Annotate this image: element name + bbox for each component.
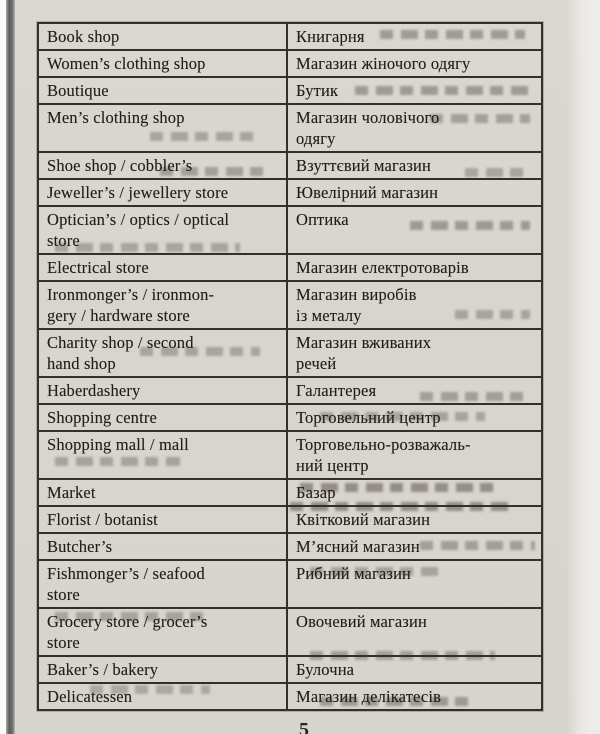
- table-row: Baker’s / bakery Булочна: [39, 657, 541, 684]
- ukrainian-term-cell: Булочна: [296, 660, 355, 679]
- table-row: Jeweller’s / jewellery store Ювелірний м…: [39, 180, 541, 207]
- table-row: Haberdashery Галантерея: [39, 378, 541, 405]
- english-term-cell: Men’s clothing shop: [39, 105, 288, 151]
- ukrainian-term-cell: Овочевий магазин: [296, 612, 427, 631]
- table-row: Fishmonger’s / seafood store Рибний мага…: [39, 561, 541, 609]
- ukrainian-term-cell: Галантерея: [296, 381, 377, 400]
- table-row: Florist / botanist Квітковий магазин: [39, 507, 541, 534]
- shops-table: Book shop Книгарня Women’s clothing shop…: [37, 22, 543, 711]
- ukrainian-term-cell: Базар: [296, 483, 336, 502]
- english-term-cell: Delicatessen: [39, 684, 288, 709]
- english-term-cell: Boutique: [39, 78, 288, 103]
- ukrainian-term-cell: М’ясний магазин: [296, 537, 420, 556]
- english-term-cell: Ironmonger’s / ironmon- gery / hardware …: [39, 282, 288, 328]
- ukrainian-term-cell: Книгарня: [296, 27, 365, 46]
- ukrainian-term-cell: Магазин чоловічого одягу: [296, 108, 440, 148]
- english-term-cell: Fishmonger’s / seafood store: [39, 561, 288, 607]
- ukrainian-term-cell: Оптика: [296, 210, 349, 229]
- ukrainian-term-cell: Торговельно-розважаль- ний центр: [296, 435, 471, 475]
- ukrainian-term-cell: Квітковий магазин: [296, 510, 431, 529]
- ukrainian-term-cell: Взуттєвий магазин: [296, 156, 431, 175]
- english-term-cell: Charity shop / second hand shop: [39, 330, 288, 376]
- ukrainian-term-cell: Рибний магазин: [296, 564, 412, 583]
- english-term-cell: Haberdashery: [39, 378, 288, 403]
- page-number: 5: [299, 719, 309, 734]
- english-term-cell: Electrical store: [39, 255, 288, 280]
- english-term-cell: Shopping mall / mall: [39, 432, 288, 478]
- paper-background: Book shop Книгарня Women’s clothing shop…: [13, 0, 600, 734]
- table-row: Optician’s / optics / optical store Опти…: [39, 207, 541, 255]
- english-term-cell: Jeweller’s / jewellery store: [39, 180, 288, 205]
- table-row: Charity shop / second hand shop Магазин …: [39, 330, 541, 378]
- table-row: Grocery store / grocer’s store Овочевий …: [39, 609, 541, 657]
- table-row: Delicatessen Магазин делікатесів: [39, 684, 541, 709]
- ukrainian-term-cell: Магазин делікатесів: [296, 687, 442, 706]
- table-row: Ironmonger’s / ironmon- gery / hardware …: [39, 282, 541, 330]
- english-term-cell: Grocery store / grocer’s store: [39, 609, 288, 655]
- table-row: Shoe shop / cobbler’s Взуттєвий магазин: [39, 153, 541, 180]
- english-term-cell: Book shop: [39, 24, 288, 49]
- table-row: Men’s clothing shop Магазин чоловічого о…: [39, 105, 541, 153]
- table-row: Shopping mall / mall Торговельно-розважа…: [39, 432, 541, 480]
- table-row: Butcher’s М’ясний магазин: [39, 534, 541, 561]
- ukrainian-term-cell: Магазин електротоварів: [296, 258, 469, 277]
- english-term-cell: Baker’s / bakery: [39, 657, 288, 682]
- english-term-cell: Florist / botanist: [39, 507, 288, 532]
- table-row: Shopping centre Торговельний центр: [39, 405, 541, 432]
- ukrainian-term-cell: Магазин виробів із металу: [296, 285, 417, 325]
- ukrainian-term-cell: Магазин жіночого одягу: [296, 54, 471, 73]
- table-row: Electrical store Магазин електротоварів: [39, 255, 541, 282]
- ukrainian-term-cell: Бутик: [296, 81, 339, 100]
- table-row: Book shop Книгарня: [39, 24, 541, 51]
- english-term-cell: Shoe shop / cobbler’s: [39, 153, 288, 178]
- english-term-cell: Market: [39, 480, 288, 505]
- english-term-cell: Women’s clothing shop: [39, 51, 288, 76]
- ukrainian-term-cell: Магазин вживаних речей: [296, 333, 432, 373]
- english-term-cell: Butcher’s: [39, 534, 288, 559]
- ukrainian-term-cell: Ювелірний магазин: [296, 183, 439, 202]
- english-term-cell: Optician’s / optics / optical store: [39, 207, 288, 253]
- english-term-cell: Shopping centre: [39, 405, 288, 430]
- ukrainian-term-cell: Торговельний центр: [296, 408, 441, 427]
- scan-left-margin: [0, 0, 6, 734]
- book-gutter-shadow: [6, 0, 15, 734]
- table-row: Women’s clothing shop Магазин жіночого о…: [39, 51, 541, 78]
- table-row: Boutique Бутик: [39, 78, 541, 105]
- table-row: Market Базар: [39, 480, 541, 507]
